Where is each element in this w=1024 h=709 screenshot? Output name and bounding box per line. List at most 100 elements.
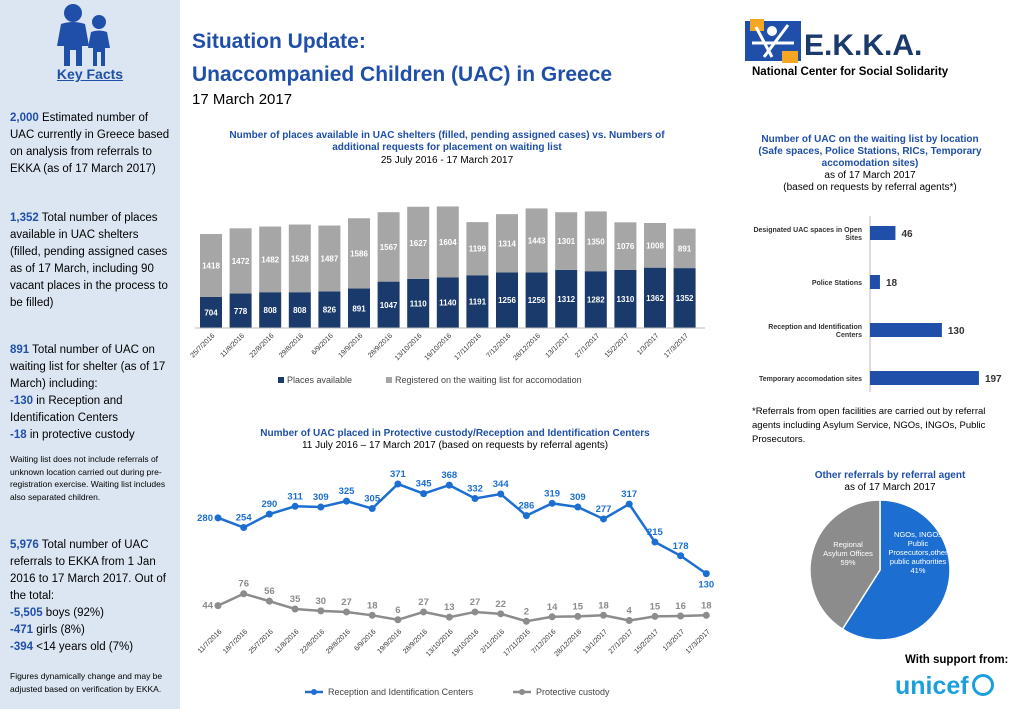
x-tick-label: 29/8/2016	[325, 628, 352, 655]
x-tick-label: 13/10/2016	[394, 332, 424, 362]
legend-label-places: Places available	[287, 375, 352, 385]
data-label: 35	[290, 594, 301, 605]
data-label: 13	[444, 602, 455, 613]
data-label: 309	[570, 492, 586, 503]
custody-chart-title: Number of UAC placed in Protective custo…	[260, 428, 650, 439]
data-label-waiting: 1482	[261, 255, 279, 264]
data-label-places: 704	[204, 308, 218, 317]
bar-waiting-list	[407, 206, 430, 279]
fact-bullet-text: in protective custody	[26, 429, 135, 441]
fact-estimated-uac: 2,000 Estimated number of UAC currently …	[10, 110, 172, 178]
data-label: 319	[544, 488, 560, 499]
fact-bullet-number: -394	[10, 641, 34, 653]
data-label: 309	[313, 492, 329, 503]
support-label: With support from:	[905, 654, 1009, 666]
data-label: 215	[647, 527, 664, 538]
bar-waiting-list	[436, 206, 459, 278]
legend-marker-custody	[519, 689, 525, 695]
data-label-waiting: 1443	[528, 236, 546, 245]
data-label: 6	[395, 605, 400, 616]
bar-waiting-location	[870, 323, 942, 337]
x-tick-label: 1/3/2017	[636, 332, 660, 356]
x-tick-label: 2/11/2016	[480, 628, 507, 655]
x-tick-label: 22/8/2016	[249, 332, 276, 359]
fact-referrals: 5,976 Total number of UAC referrals to E…	[10, 537, 172, 656]
point-custody	[702, 611, 710, 619]
data-label-waiting: 1199	[469, 245, 487, 254]
data-label: 4	[627, 606, 633, 617]
x-tick-label: 11/7/2016	[197, 628, 224, 655]
legend-swatch-places	[278, 377, 284, 383]
bar-places-available	[259, 292, 282, 328]
bar-waiting-list	[555, 212, 578, 270]
bar-places-available	[377, 281, 400, 328]
ekka-logo-text: E.K.K.A.	[804, 29, 922, 62]
bar-waiting-list	[200, 233, 222, 297]
referral-note: *Referrals from open facilities are carr…	[752, 406, 986, 445]
point-custody	[548, 613, 556, 621]
fact-bullet-number: -471	[10, 624, 34, 636]
x-tick-label: 28/12/2016	[512, 332, 542, 362]
point-rics	[497, 490, 505, 498]
point-rics	[343, 497, 350, 505]
point-rics	[677, 552, 685, 560]
data-label: 18	[886, 278, 898, 289]
x-tick-label: 19/10/2016	[451, 628, 481, 658]
x-tick-label: 6/9/2016	[353, 628, 377, 652]
data-label: 18	[598, 600, 609, 611]
data-label-places: 808	[264, 306, 278, 315]
bar-waiting-list	[525, 208, 548, 273]
x-tick-label: 22/8/2016	[299, 628, 326, 655]
data-label-waiting: 1528	[291, 254, 309, 263]
x-tick-label: 28/9/2016	[402, 628, 429, 655]
bar-waiting-list	[584, 211, 607, 272]
x-tick-label: 28/12/2016	[553, 628, 583, 658]
data-label-places: 808	[293, 306, 307, 315]
data-label: 277	[596, 504, 612, 515]
point-rics	[368, 505, 376, 513]
data-label: 27	[470, 597, 481, 608]
data-label: 305	[364, 494, 381, 505]
fact-bullet-number: -130	[10, 395, 34, 407]
data-label-places: 1140	[439, 299, 457, 308]
bar-places-available	[466, 275, 489, 328]
x-tick-label: 17/11/2016	[453, 332, 482, 361]
pie-slice	[841, 499, 951, 641]
point-custody	[291, 605, 299, 613]
x-tick-label: 11/8/2016	[274, 628, 301, 655]
globe-icon	[971, 674, 994, 696]
data-label-waiting: 1076	[617, 242, 635, 251]
x-tick-label: 19/10/2016	[423, 332, 453, 362]
point-rics	[394, 480, 402, 488]
fact-text: Total number of UAC referrals to EKKA fr…	[10, 539, 166, 602]
x-tick-label: 27/1/2017	[574, 332, 601, 359]
referral-agent-chart-title: Other referrals by referral agent	[814, 470, 966, 481]
shelter-chart-subtitle: 25 July 2016 - 17 March 2017	[380, 155, 514, 166]
point-custody	[677, 612, 685, 620]
point-custody	[265, 597, 273, 605]
data-label: 56	[264, 586, 275, 597]
data-label: 344	[493, 479, 510, 490]
fact-bullet-text: girls (8%)	[33, 624, 85, 636]
x-tick-label: 25/7/2016	[190, 332, 216, 359]
data-label-places: 1047	[380, 301, 398, 310]
data-label-places: 1256	[528, 296, 546, 305]
data-label-places: 1312	[557, 295, 575, 304]
data-label-places: 1282	[587, 296, 605, 305]
fact-bullet-text: in Reception and Identification Centers	[10, 395, 123, 424]
bar-places-available	[348, 288, 370, 328]
point-rics	[702, 570, 710, 578]
line-protective-custody	[217, 592, 707, 623]
data-label-waiting: 1487	[321, 254, 339, 263]
x-tick-label: 27/1/2017	[608, 628, 635, 655]
data-label-places: 1110	[410, 299, 427, 308]
point-custody	[317, 607, 325, 615]
x-tick-label: 25/7/2016	[248, 628, 275, 655]
point-custody	[343, 608, 350, 616]
bar-waiting-list	[496, 214, 518, 273]
custody-chart-subtitle: 11 July 2016 – 17 March 2017 (based on r…	[301, 440, 609, 451]
x-tick-label: 6/9/2016	[311, 332, 335, 356]
bar-places-available	[318, 291, 341, 328]
bar-waiting-list	[348, 218, 370, 289]
point-custody	[600, 611, 607, 619]
